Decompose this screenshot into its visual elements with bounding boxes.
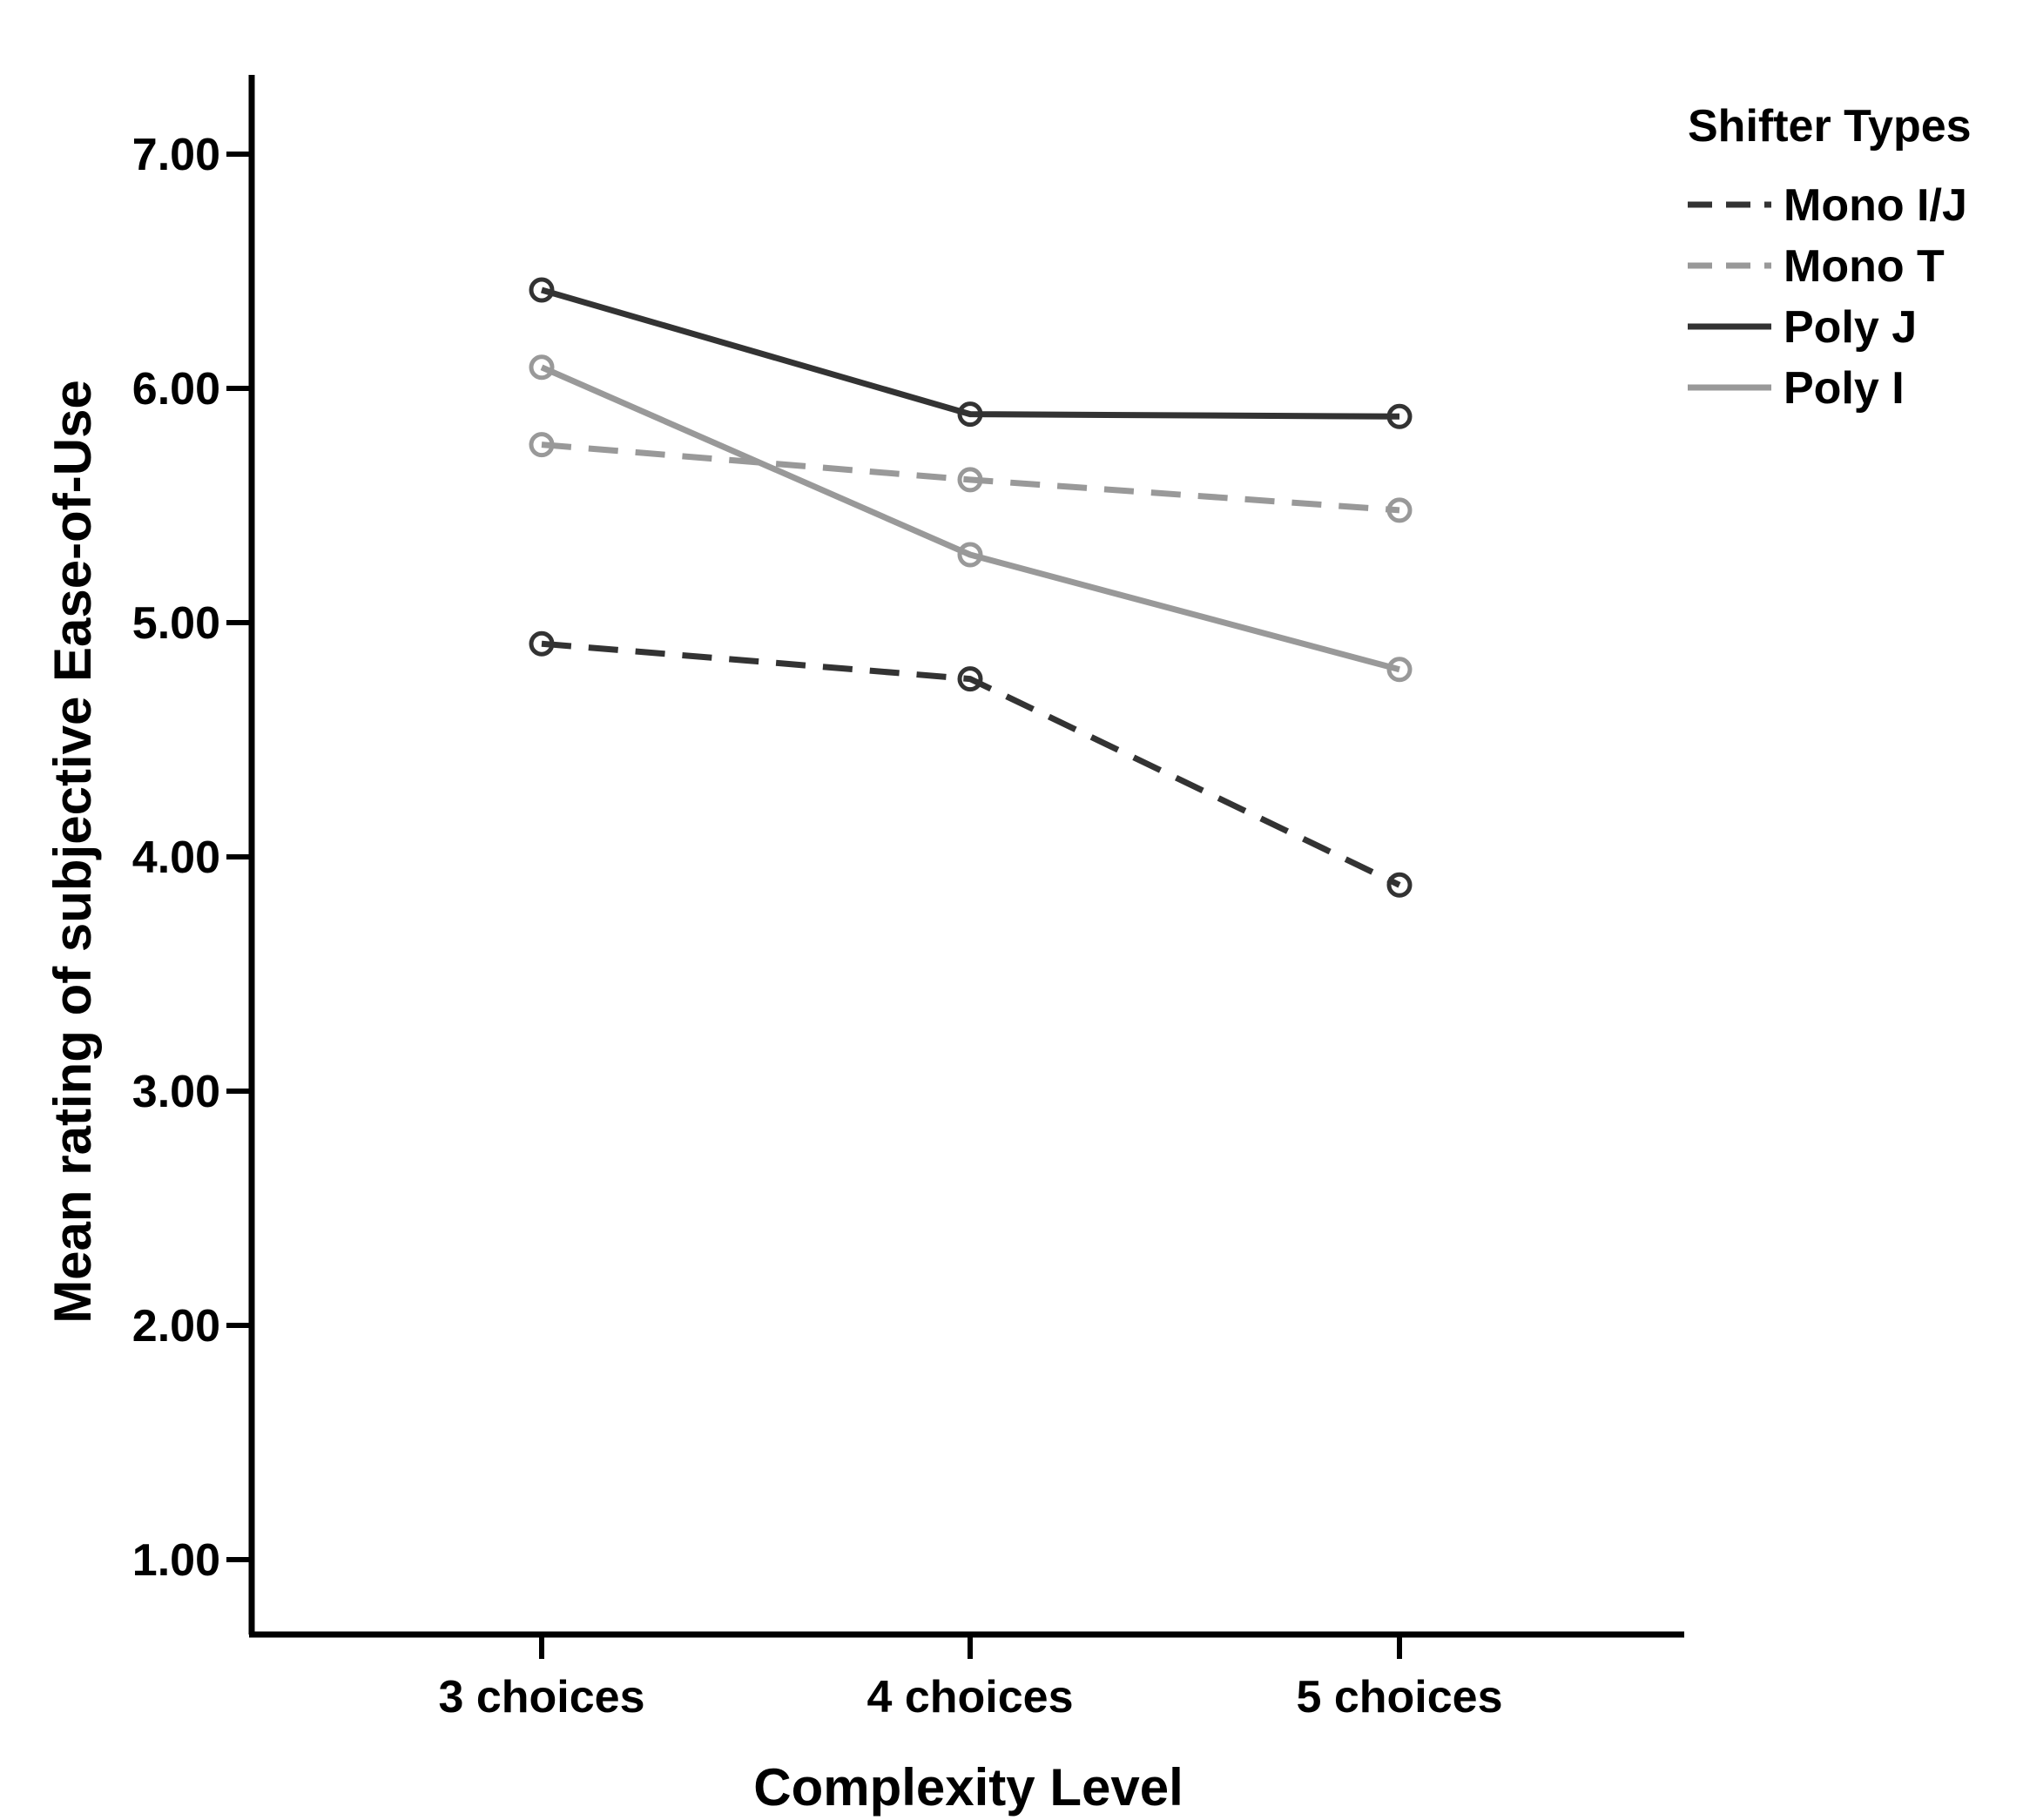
series-line-mono-t xyxy=(541,442,1400,514)
data-point-poly-i xyxy=(957,542,983,568)
data-point-mono-t xyxy=(1386,497,1413,523)
y-tick-label: 7.00 xyxy=(132,130,220,180)
legend-label: Mono I/J xyxy=(1784,180,1967,231)
series-line-mono-i-j xyxy=(541,640,1401,888)
data-point-mono-i-j xyxy=(957,666,983,692)
plot-markers xyxy=(529,277,1413,898)
y-tick-label: 1.00 xyxy=(132,1535,220,1586)
legend-label: Mono T xyxy=(1784,241,1945,292)
plot-lines xyxy=(540,286,1401,888)
y-axis-title: Mean rating of subjective Ease-of-Use xyxy=(44,380,102,1324)
x-tick-label: 4 choices xyxy=(867,1672,1073,1722)
x-tick-label: 3 choices xyxy=(438,1672,644,1722)
y-tick-label: 5.00 xyxy=(132,598,220,649)
data-point-mono-i-j xyxy=(1386,872,1413,898)
legend-title: Shifter Types xyxy=(1688,101,1972,152)
series-line-poly-i xyxy=(540,364,1400,673)
series-line-poly-j xyxy=(541,286,1400,420)
data-point-poly-j xyxy=(957,401,983,428)
data-point-mono-t xyxy=(957,467,983,493)
legend-label: Poly J xyxy=(1784,302,1917,353)
legend: Shifter Types Mono I/J Mono T Poly J Poly I xyxy=(1688,101,1972,414)
y-ticks: 1.00 2.00 3.00 4.00 5.00 6.00 7.00 xyxy=(132,130,252,1586)
x-axis-title: Complexity Level xyxy=(753,1758,1183,1817)
x-tick-label: 5 choices xyxy=(1296,1672,1502,1722)
y-tick-label: 6.00 xyxy=(132,364,220,415)
data-point-poly-j xyxy=(1386,403,1413,429)
x-ticks: 3 choices 4 choices 5 choices xyxy=(438,1635,1503,1722)
data-point-mono-t xyxy=(529,432,555,458)
data-point-poly-j xyxy=(529,277,555,303)
y-tick-label: 3.00 xyxy=(132,1067,220,1117)
legend-label: Poly I xyxy=(1784,363,1905,414)
data-point-poly-i xyxy=(529,354,555,381)
y-tick-label: 4.00 xyxy=(132,832,220,883)
data-point-poly-i xyxy=(1386,657,1413,683)
data-point-mono-i-j xyxy=(529,630,555,657)
y-tick-label: 2.00 xyxy=(132,1301,220,1352)
